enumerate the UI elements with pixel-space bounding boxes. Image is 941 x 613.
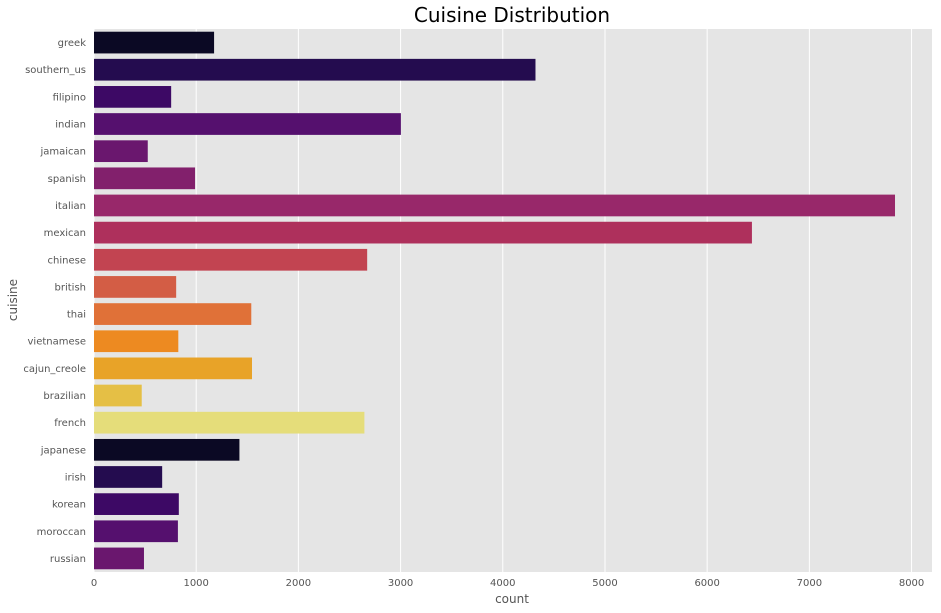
- x-tick-label: 2000: [286, 578, 311, 589]
- plot-area: [94, 29, 932, 572]
- x-tick-label: 1000: [183, 578, 208, 589]
- y-tick-label: cajun_creole: [23, 364, 86, 375]
- y-tick-label: indian: [55, 120, 86, 131]
- bar-korean: [94, 493, 179, 515]
- bar-thai: [94, 303, 252, 325]
- bar-indian: [94, 113, 401, 135]
- y-tick-label: chinese: [48, 255, 86, 266]
- y-tick-label: filipino: [53, 92, 86, 103]
- y-tick-label: vietnamese: [28, 337, 87, 348]
- bar-brazilian: [94, 384, 142, 407]
- y-tick-label: japanese: [40, 445, 86, 456]
- bar-vietnamese: [94, 330, 179, 353]
- bar-spanish: [94, 167, 196, 190]
- x-tick-label: 3000: [388, 578, 413, 589]
- bar-irish: [94, 466, 163, 488]
- y-tick-label: korean: [52, 500, 86, 511]
- y-tick-label: jamaican: [39, 147, 86, 158]
- bars: [94, 31, 896, 570]
- y-tick-label: southern_us: [25, 65, 86, 76]
- y-tick-label: irish: [65, 472, 86, 483]
- x-tick-label: 8000: [899, 578, 924, 589]
- bar-cajun-creole: [94, 357, 252, 380]
- x-tick-label: 6000: [694, 578, 719, 589]
- y-tick-labels: greek southern_us filipino indian jamaican sp…: [23, 38, 86, 565]
- y-tick-label: russian: [50, 554, 86, 565]
- bar-chinese: [94, 248, 368, 271]
- x-tick-label: 4000: [490, 578, 515, 589]
- y-axis-label: cuisine: [6, 279, 20, 321]
- bar-jamaican: [94, 140, 148, 163]
- bar-moroccan: [94, 520, 178, 543]
- bar-filipino: [94, 86, 172, 108]
- bar-british: [94, 276, 177, 298]
- bar-mexican: [94, 221, 752, 244]
- x-axis-label: count: [495, 592, 529, 606]
- x-tick-label: 5000: [592, 578, 617, 589]
- bar-french: [94, 411, 365, 434]
- bar-italian: [94, 194, 896, 217]
- y-tick-label: mexican: [44, 228, 86, 239]
- y-tick-label: brazilian: [43, 391, 86, 402]
- y-tick-label: italian: [55, 201, 86, 212]
- bar-japanese: [94, 438, 240, 461]
- bar-russian: [94, 547, 144, 570]
- y-tick-label: spanish: [48, 174, 86, 185]
- y-tick-label: moroccan: [37, 527, 86, 538]
- y-tick-label: greek: [58, 38, 87, 49]
- x-tick-label: 0: [91, 578, 97, 589]
- x-tick-labels: 0 1000 2000 3000 4000 5000 6000 7000 8000: [91, 578, 924, 589]
- bar-southern-us: [94, 58, 536, 81]
- x-tick-label: 7000: [797, 578, 822, 589]
- bar-greek: [94, 31, 215, 54]
- y-tick-label: thai: [67, 310, 86, 321]
- y-tick-label: french: [54, 418, 86, 429]
- y-tick-label: british: [55, 282, 86, 293]
- chart-title: Cuisine Distribution: [414, 3, 610, 27]
